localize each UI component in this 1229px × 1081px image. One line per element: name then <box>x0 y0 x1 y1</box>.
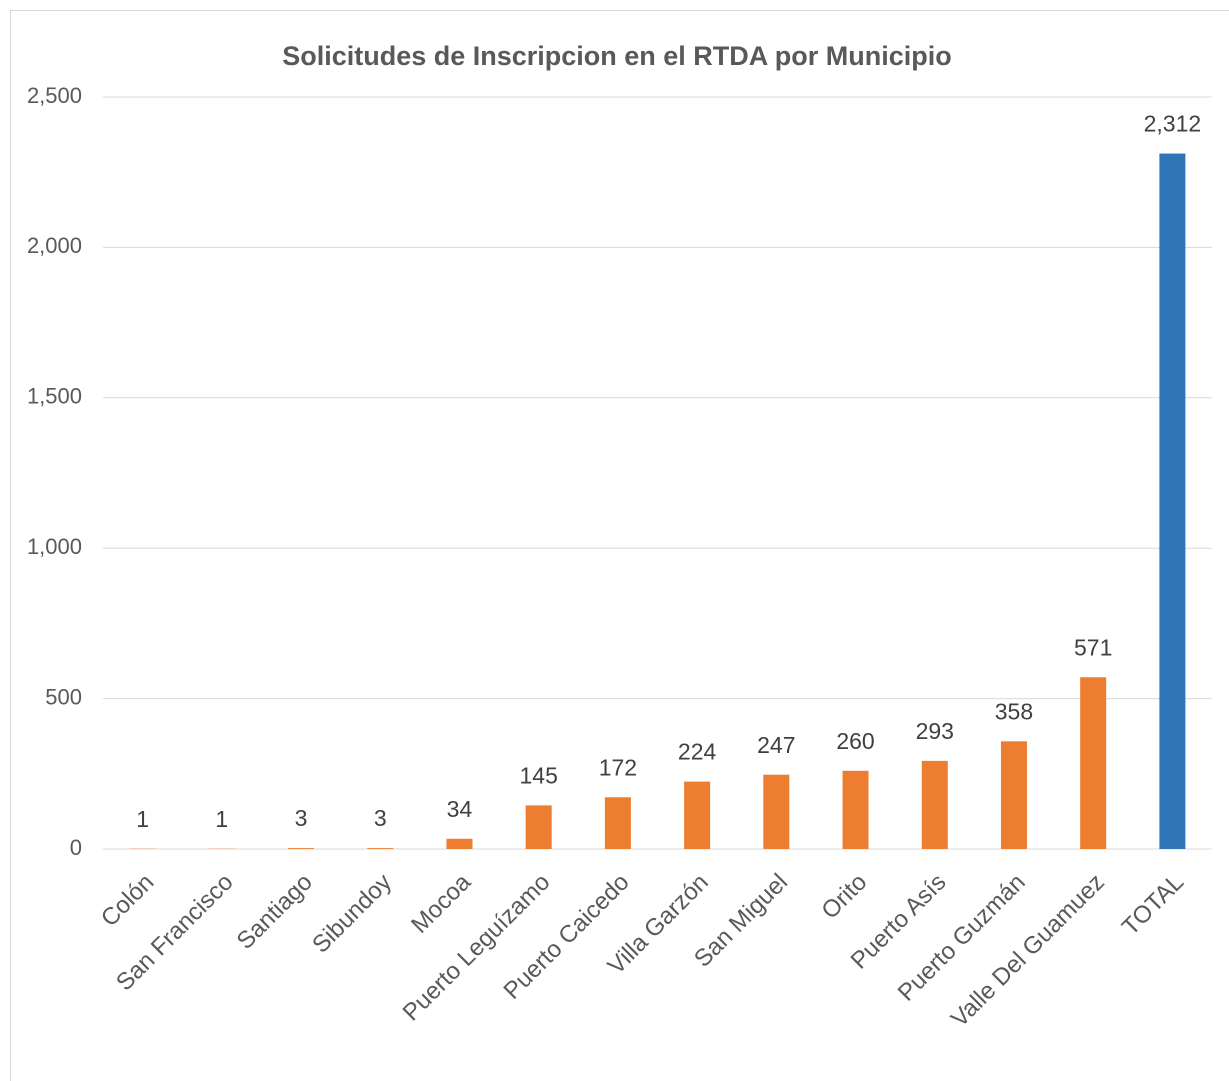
data-label: 1 <box>136 806 149 832</box>
data-label: 172 <box>599 754 637 780</box>
chart-title: Solicitudes de Inscripcion en el RTDA po… <box>282 41 952 71</box>
chart-frame <box>10 10 1229 1081</box>
data-label: 571 <box>1074 634 1112 660</box>
data-label: 3 <box>295 805 308 831</box>
data-label: 293 <box>916 718 954 744</box>
y-tick-label: 1,000 <box>27 534 82 559</box>
bar <box>367 848 394 849</box>
data-label: 3 <box>374 805 387 831</box>
data-label: 2,312 <box>1144 111 1202 137</box>
bar <box>1000 741 1027 849</box>
data-label: 224 <box>678 739 717 765</box>
bar <box>604 797 631 849</box>
y-tick-label: 2,000 <box>27 233 82 258</box>
bar <box>1159 153 1186 849</box>
data-label: 34 <box>447 796 473 822</box>
bar <box>446 838 473 849</box>
bar <box>763 774 790 849</box>
bar <box>525 805 552 849</box>
y-tick-label: 500 <box>45 684 82 709</box>
data-label: 260 <box>836 728 874 754</box>
bar <box>842 770 869 849</box>
y-tick-label: 1,500 <box>27 384 82 409</box>
data-label: 145 <box>519 762 557 788</box>
bar <box>1080 677 1107 849</box>
data-label: 358 <box>995 698 1033 724</box>
data-label: 247 <box>757 732 795 758</box>
bar <box>684 781 711 849</box>
y-tick-label: 2,500 <box>27 83 82 108</box>
bar <box>921 760 948 849</box>
data-label: 1 <box>215 806 228 832</box>
y-tick-label: 0 <box>70 835 82 860</box>
bar <box>288 848 315 849</box>
